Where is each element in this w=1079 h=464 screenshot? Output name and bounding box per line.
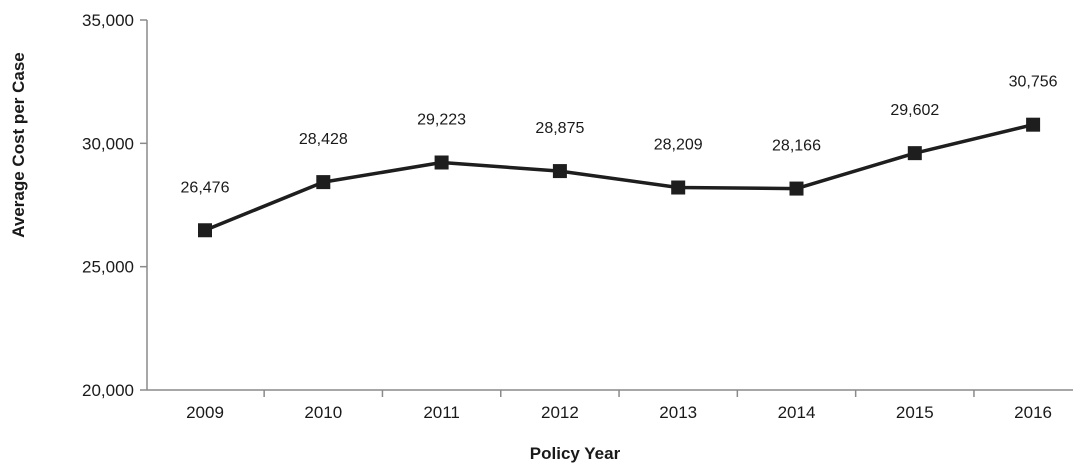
series-1 xyxy=(198,117,1041,238)
y-tick-label: 30,000 xyxy=(82,134,134,153)
y-axis-title: Average Cost per Case xyxy=(9,52,28,238)
data-point-marker xyxy=(671,180,686,195)
data-label: 28,428 xyxy=(299,131,348,148)
data-point-marker xyxy=(198,223,212,238)
y-axis-ticks: 20,000 25,000 30,000 35,000 xyxy=(82,11,147,400)
series-line xyxy=(204,122,1034,232)
x-tick-label: 2013 xyxy=(659,403,697,422)
data-label: 26,476 xyxy=(181,179,230,196)
x-tick-label: 2016 xyxy=(1014,403,1052,422)
data-label: 30,756 xyxy=(1009,74,1058,91)
data-label: 28,166 xyxy=(772,138,821,155)
data-point-marker xyxy=(1026,117,1041,132)
x-tick-label: 2012 xyxy=(541,403,579,422)
y-tick-label: 25,000 xyxy=(82,258,134,277)
data-point-marker xyxy=(789,181,804,196)
data-label: 29,602 xyxy=(890,102,939,119)
data-point-marker xyxy=(434,155,449,170)
data-point-marker xyxy=(316,175,331,190)
x-tick-label: 2011 xyxy=(423,403,460,422)
x-tick-label: 2015 xyxy=(896,403,934,422)
x-tick-label: 2009 xyxy=(186,403,224,422)
x-tick-label: 2010 xyxy=(304,403,342,422)
data-point-marker xyxy=(552,164,567,179)
x-axis-title: Policy Year xyxy=(530,444,621,463)
y-tick-label: 20,000 xyxy=(82,381,134,400)
data-labels: 26,476 28,428 29,223 28,875 28,209 28,166 29,6… xyxy=(181,74,1058,197)
x-tick-label: 2014 xyxy=(778,403,816,422)
y-tick-label: 35,000 xyxy=(82,11,134,30)
axes xyxy=(146,20,1073,391)
data-point-marker xyxy=(907,146,922,161)
x-axis-ticks: 2009 2010 2011 2012 2013 2014 2015 2016 xyxy=(186,390,1052,422)
data-label: 28,209 xyxy=(654,137,703,154)
data-label: 29,223 xyxy=(417,111,466,128)
data-label: 28,875 xyxy=(535,120,584,137)
